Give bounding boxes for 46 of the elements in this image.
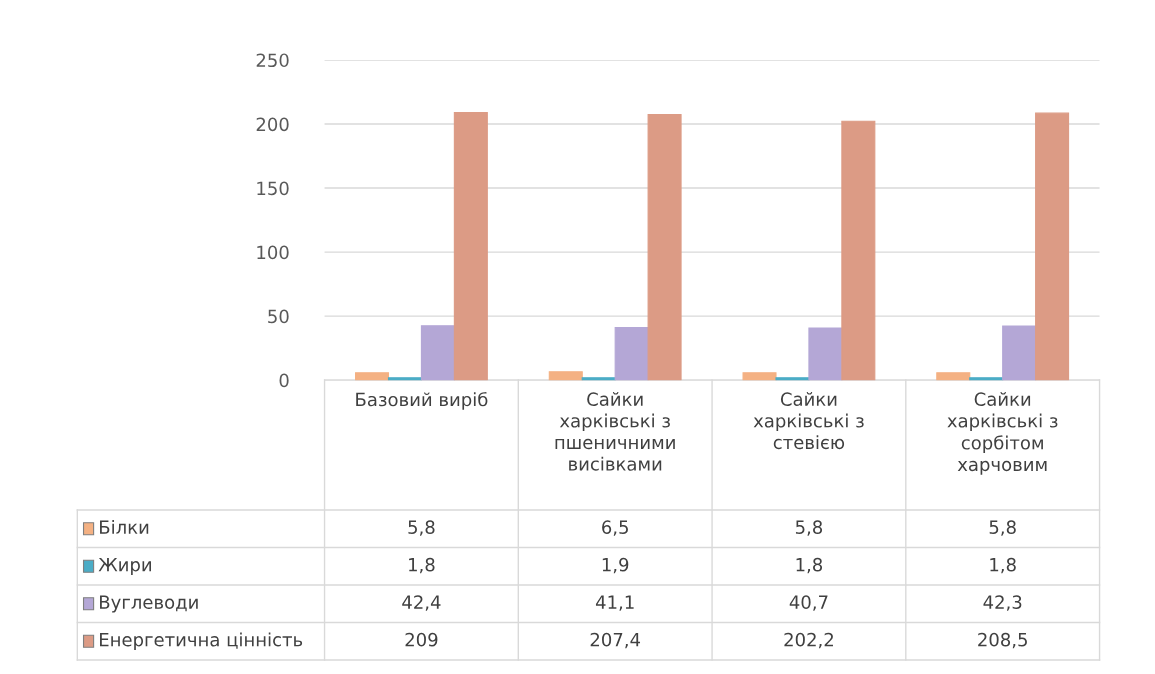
data-label: 209 — [405, 632, 438, 647]
y-tick-label: 50 — [268, 309, 289, 324]
bar — [841, 120, 876, 381]
y-tick-label: 100 — [257, 245, 289, 260]
data-label: 207,4 — [590, 632, 641, 649]
data-label: 42,3 — [983, 595, 1022, 611]
data-label: 5,8 — [989, 520, 1016, 536]
bar — [420, 325, 455, 381]
x-tick-label: Сайки харківські з пшеничними висівками — [555, 392, 675, 471]
bar — [1035, 112, 1070, 381]
legend-label: Енергетична цінність — [100, 632, 303, 650]
data-label: 208,5 — [978, 632, 1027, 649]
data-label: 1,8 — [796, 557, 823, 574]
bar — [453, 111, 488, 381]
y-tick-label: 200 — [256, 117, 289, 132]
legend-label: Жири — [98, 558, 151, 575]
bar — [969, 377, 1004, 381]
data-label: 1,8 — [990, 557, 1016, 574]
data-label: 5,8 — [795, 520, 823, 536]
data-label: 202,2 — [784, 632, 833, 649]
data-label: 40,7 — [789, 595, 828, 611]
data-label: 1,9 — [602, 557, 629, 574]
bar — [742, 372, 777, 381]
bar — [936, 372, 971, 381]
data-label: 42,4 — [402, 595, 441, 611]
x-tick-label: Базовий виріб — [356, 392, 488, 410]
x-tick-label: Сайки харківські з сорбітом харчовим — [947, 392, 1058, 475]
bar — [647, 113, 682, 381]
y-tick-label: 150 — [257, 181, 289, 196]
bar — [614, 326, 649, 381]
bar — [581, 377, 616, 381]
data-label: 41,1 — [595, 595, 634, 611]
bar — [775, 377, 810, 381]
bar — [1002, 325, 1037, 381]
bar — [808, 327, 843, 381]
bar — [355, 372, 390, 381]
data-label: 6,5 — [602, 520, 628, 536]
data-label: 5,8 — [408, 520, 435, 536]
x-tick-label: Сайки харківські з стевією — [753, 392, 864, 450]
y-tick-label: 250 — [256, 53, 289, 68]
bar — [387, 377, 422, 381]
legend-label: Вуглеводи — [100, 595, 198, 613]
legend-label: Білки — [100, 520, 149, 534]
bar — [548, 371, 583, 381]
y-tick-label: 0 — [279, 373, 289, 388]
data-label: 1,8 — [409, 557, 435, 574]
